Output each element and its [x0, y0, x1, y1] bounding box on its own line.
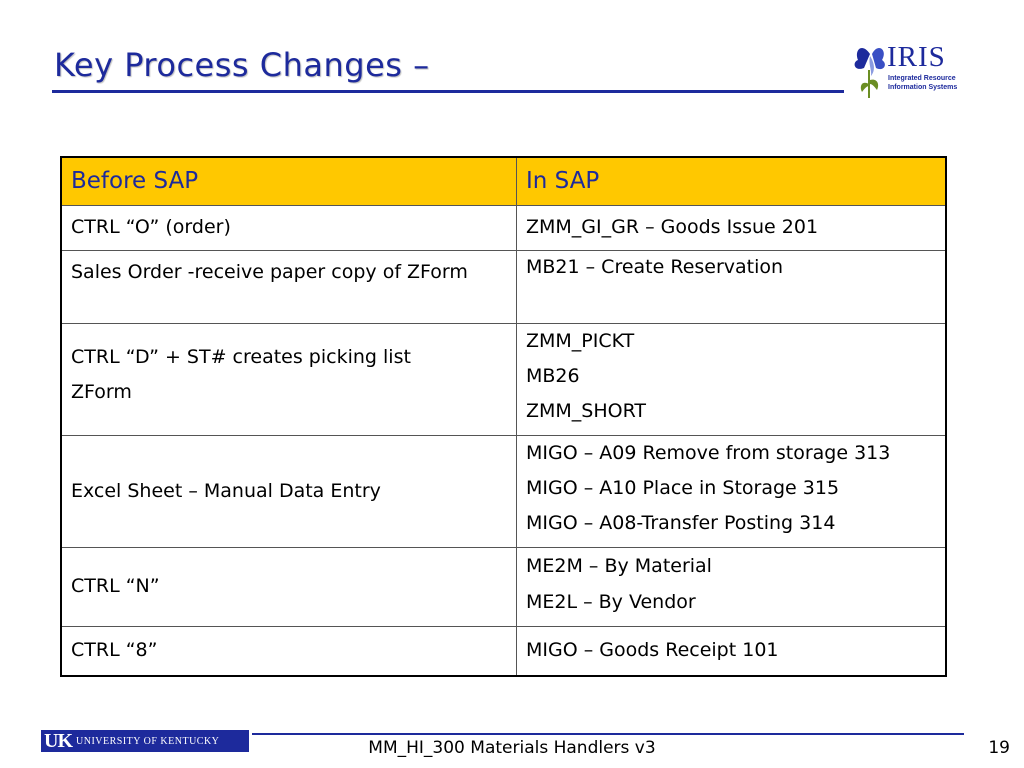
table-row: CTRL “O” (order) ZMM_GI_GR – Goods Issue… — [60, 204, 947, 251]
cell-before: CTRL “D” + ST# creates picking list ZFor… — [60, 322, 517, 436]
iris-subtitle: Integrated Resource Information Systems — [888, 75, 958, 91]
cell-in-sap: MB21 – Create Reservation — [516, 249, 947, 324]
uk-name: UNIVERSITY OF KENTUCKY — [76, 735, 220, 747]
table-row: CTRL “8” MIGO – Goods Receipt 101 — [60, 625, 947, 677]
header-before-sap: Before SAP — [60, 156, 517, 206]
iris-flower-icon — [854, 47, 885, 98]
cell-line: MB21 – Create Reservation — [526, 255, 784, 278]
cell-line: CTRL “8” — [71, 639, 158, 662]
table-row: Excel Sheet – Manual Data Entry MIGO – A… — [60, 434, 947, 548]
cell-before: CTRL “8” — [60, 625, 517, 677]
cell-line: ZMM_GI_GR – Goods Issue 201 — [526, 216, 819, 238]
cell-line: MB26 — [526, 364, 580, 387]
slide-title: Key Process Changes – — [54, 46, 430, 84]
table-row: Sales Order -receive paper copy of ZForm… — [60, 249, 947, 324]
cell-line: ME2M – By Material — [526, 554, 712, 577]
cell-line: CTRL “D” + ST# creates picking list — [71, 345, 411, 368]
cell-line: Excel Sheet – Manual Data Entry — [71, 479, 381, 502]
table-header-row: Before SAP In SAP — [60, 156, 947, 206]
process-changes-table: Before SAP In SAP CTRL “O” (order) ZMM_G… — [60, 156, 947, 677]
cell-line: MIGO – A10 Place in Storage 315 — [526, 476, 840, 499]
iris-logo: IRIS Integrated Resource Information Sys… — [850, 40, 960, 102]
cell-line: ZMM_PICKT — [526, 329, 635, 352]
page-number: 19 — [988, 738, 1010, 758]
cell-in-sap: ME2M – By Material ME2L – By Vendor — [516, 546, 947, 627]
title-underline — [52, 90, 844, 93]
cell-in-sap: ZMM_PICKT MB26 ZMM_SHORT — [516, 322, 947, 436]
table-row: CTRL “N” ME2M – By Material ME2L – By Ve… — [60, 546, 947, 627]
cell-line: CTRL “O” (order) — [71, 216, 231, 238]
cell-line: MIGO – A08-Transfer Posting 314 — [526, 511, 836, 534]
header-in-sap: In SAP — [516, 156, 947, 206]
cell-line: CTRL “N” — [71, 575, 160, 597]
cell-line: MIGO – A09 Remove from storage 313 — [526, 441, 891, 464]
cell-before: CTRL “N” — [60, 546, 517, 627]
cell-line: Sales Order -receive paper copy of ZForm — [71, 260, 468, 283]
uk-abbrev: UK — [44, 729, 73, 752]
footer-course-title: MM_HI_300 Materials Handlers v3 — [368, 738, 656, 758]
cell-before: Excel Sheet – Manual Data Entry — [60, 434, 517, 548]
iris-wordmark: IRIS — [887, 41, 946, 73]
cell-line: MIGO – Goods Receipt 101 — [526, 639, 779, 662]
cell-before: CTRL “O” (order) — [60, 204, 517, 251]
university-of-kentucky-logo: UK UNIVERSITY OF KENTUCKY — [41, 730, 249, 752]
cell-line: ZForm — [71, 380, 132, 403]
table-row: CTRL “D” + ST# creates picking list ZFor… — [60, 322, 947, 436]
cell-before: Sales Order -receive paper copy of ZForm — [60, 249, 517, 324]
cell-in-sap: MIGO – A09 Remove from storage 313 MIGO … — [516, 434, 947, 548]
cell-in-sap: ZMM_GI_GR – Goods Issue 201 — [516, 204, 947, 251]
cell-line: ZMM_SHORT — [526, 399, 647, 422]
footer-rule — [252, 733, 964, 735]
cell-line: ME2L – By Vendor — [526, 590, 696, 613]
cell-in-sap: MIGO – Goods Receipt 101 — [516, 625, 947, 677]
